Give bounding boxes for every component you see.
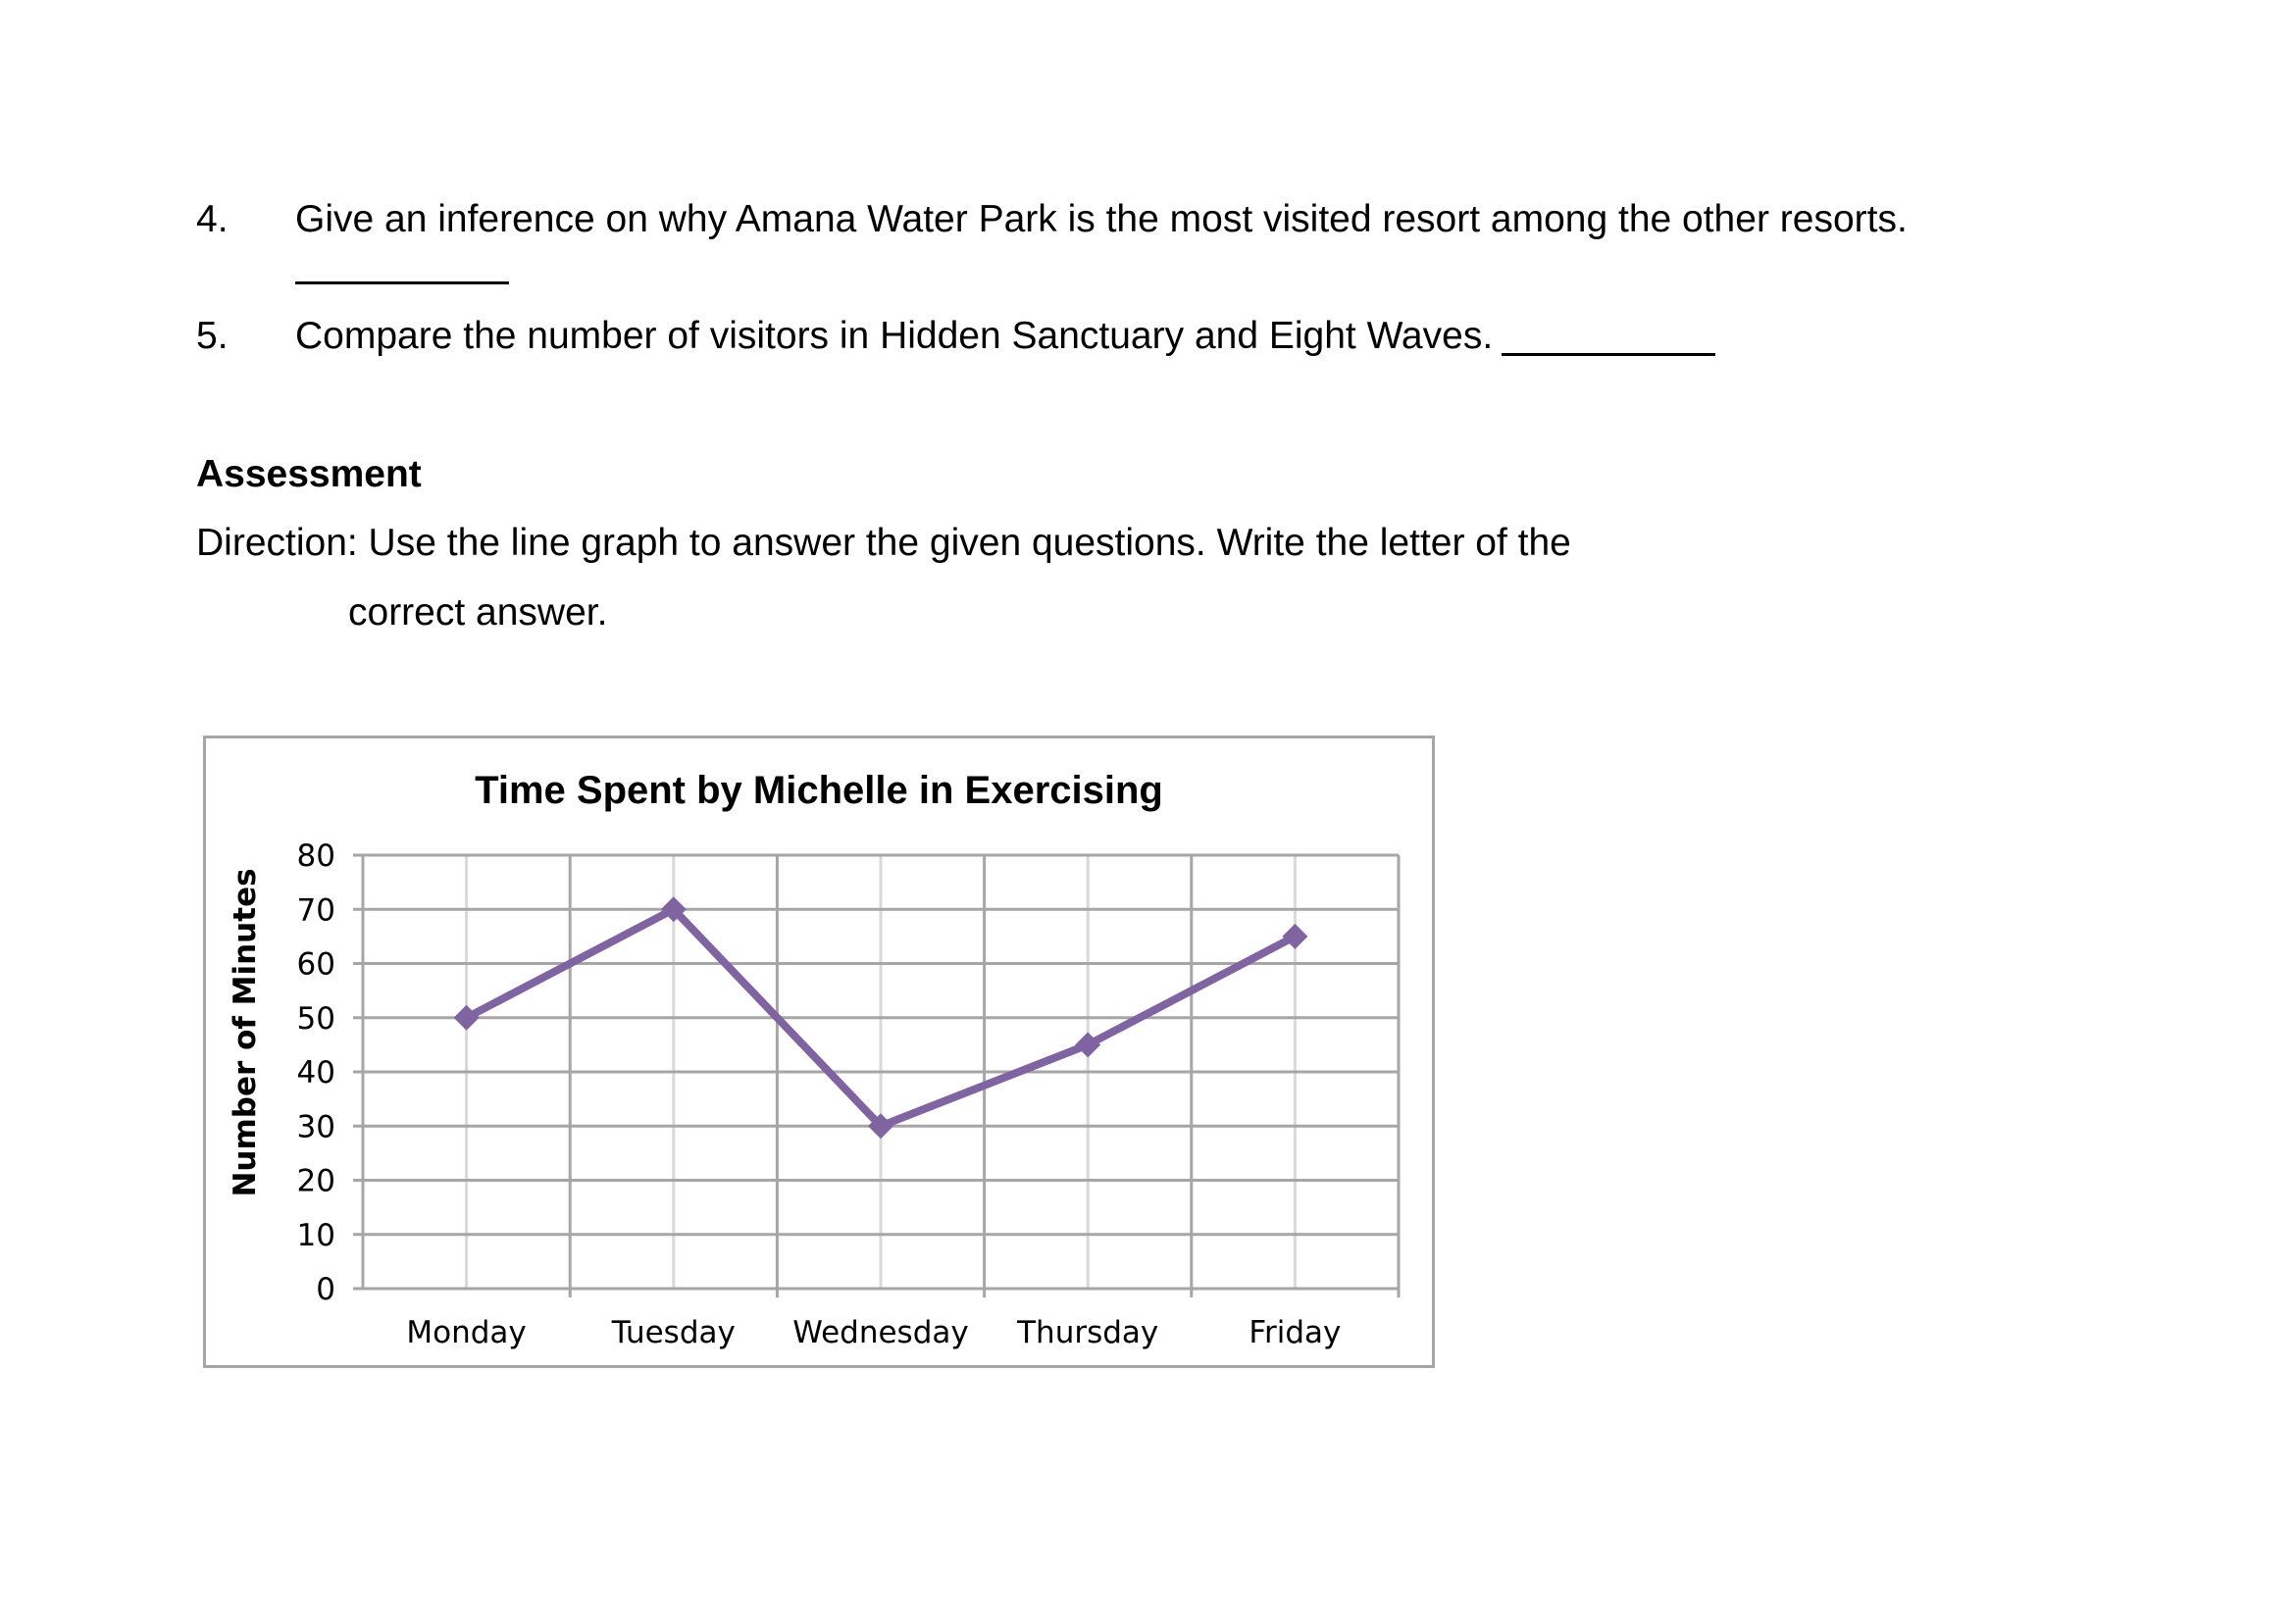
y-tick-label: 80 [297,838,335,874]
line-chart: Time Spent by Michelle in Exercising Num… [203,736,1435,1368]
y-tick-label: 60 [297,947,335,983]
x-tick-label: Thursday [1016,1315,1158,1350]
y-tick-label: 30 [297,1109,335,1144]
y-tick-label: 20 [297,1164,335,1199]
x-tick-label: Wednesday [792,1315,968,1350]
x-tick-label: Monday [406,1315,526,1350]
question-5-text: Compare the number of visitors in Hidden… [295,315,1494,357]
y-tick-label: 70 [297,892,335,928]
data-point-marker [1282,923,1308,949]
line-chart-svg: Time Spent by Michelle in Exercising Num… [228,769,1401,1350]
question-5-answer-blank[interactable] [1502,353,1715,356]
data-point-marker [660,896,687,923]
chart-title: Time Spent by Michelle in Exercising [475,769,1163,812]
data-point-marker [868,1113,893,1140]
assessment-heading: Assessment [196,453,422,495]
question-4-answer-blank[interactable] [295,281,509,284]
question-5-number: 5. [196,315,229,357]
y-axis-label: Number of Minutes [228,868,263,1196]
series-layer [453,896,1308,1140]
direction-text-line-2: correct answer. [348,591,608,634]
data-point-marker [453,1004,480,1031]
y-tick-label: 50 [297,1001,335,1037]
y-tick-label: 10 [297,1218,335,1253]
x-tick-label: Tuesday [611,1315,736,1350]
grid-layer [353,853,1401,1297]
question-4-number: 4. [196,198,229,240]
axis-layer: 0 10 20 30 40 50 60 70 80 Monday Tuesday Wednesday T… [297,838,1342,1350]
question-4-text: Give an inference on why Amana Water Par… [295,198,1908,240]
y-tick-label: 0 [316,1272,335,1307]
direction-text-line-1: Direction: Use the line graph to answer … [196,522,1571,564]
x-tick-label: Friday [1249,1315,1341,1350]
data-point-marker [1075,1032,1101,1058]
y-tick-label: 40 [297,1055,335,1091]
